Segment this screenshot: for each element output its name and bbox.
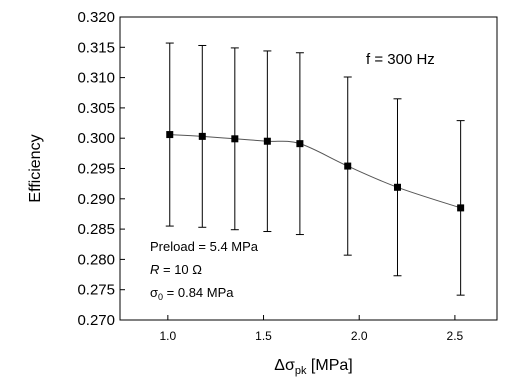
data-point: [457, 204, 465, 212]
x-axis-label: Δσpk [MPa]: [274, 357, 352, 377]
x-axis-label-subscript: pk: [295, 365, 307, 377]
y-axis-ticks: 0.270 0.275 0.280 0.285 0.290 0.295 0.300 0.305…: [77, 9, 125, 329]
sigma-subscript: 0: [158, 292, 163, 302]
y-tick-label: 0.295: [77, 161, 115, 178]
x-tick-label: 2.0: [351, 329, 368, 343]
y-axis-label: Efficiency: [27, 134, 44, 202]
data-point: [344, 162, 352, 170]
data-point: [231, 135, 239, 143]
y-tick-label: 0.275: [77, 282, 115, 299]
x-tick-label: 2.5: [447, 329, 464, 343]
resistance-symbol: R: [150, 262, 159, 277]
y-tick-label: 0.280: [77, 251, 115, 268]
data-point: [198, 132, 206, 140]
x-tick-label: 1.5: [255, 329, 272, 343]
x-tick-label: 1.0: [159, 329, 176, 343]
y-tick-label: 0.270: [77, 312, 115, 329]
y-tick-label: 0.305: [77, 100, 115, 117]
data-point: [263, 137, 271, 145]
y-tick-label: 0.290: [77, 191, 115, 208]
sigma-annotation: σ0 = 0.84 MPa: [150, 285, 234, 302]
frequency-annotation: f = 300 Hz: [366, 51, 435, 68]
y-tick-label: 0.300: [77, 130, 115, 147]
preload-annotation: Preload = 5.4 MPa: [150, 239, 259, 254]
y-tick-label: 0.285: [77, 221, 115, 238]
data-point: [296, 140, 304, 148]
x-axis-label-unit: [MPa]: [306, 357, 352, 374]
y-tick-label: 0.320: [77, 9, 115, 26]
resistance-annotation: R = 10 Ω: [150, 262, 202, 277]
y-tick-label: 0.315: [77, 39, 115, 56]
sigma-value: = 0.84 MPa: [163, 285, 234, 300]
x-axis-ticks: 1.0 1.5 2.0 2.5: [159, 315, 464, 343]
data-point: [393, 183, 401, 191]
sigma-symbol: σ: [150, 285, 158, 300]
plot-frame: [119, 16, 498, 321]
data-point: [166, 131, 174, 139]
resistance-value: = 10 Ω: [159, 262, 202, 277]
y-tick-label: 0.310: [77, 70, 115, 87]
series-line: [169, 134, 461, 209]
series-layer: [165, 42, 465, 296]
x-axis-label-symbol: Δσ: [274, 357, 295, 374]
